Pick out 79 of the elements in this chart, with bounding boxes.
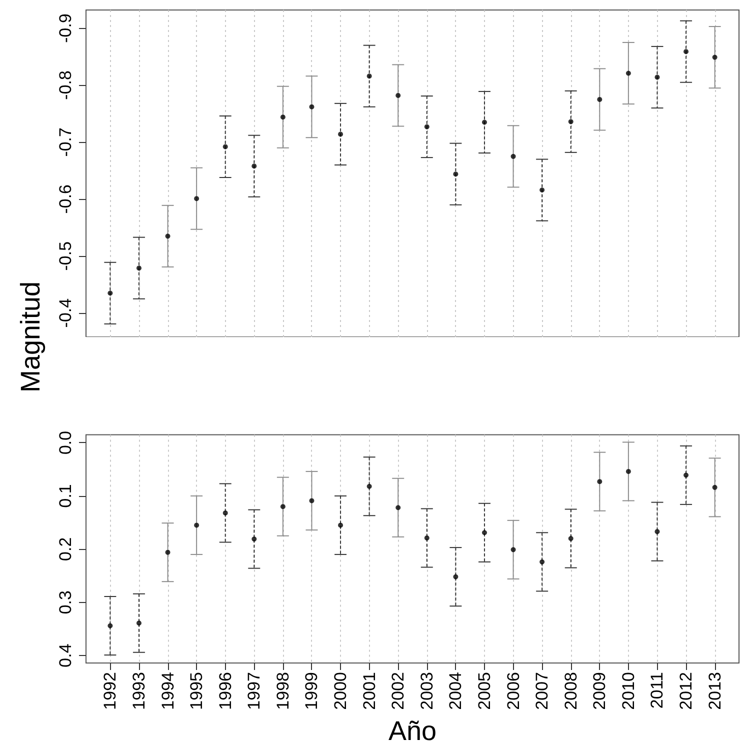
point: [222, 144, 228, 150]
x-tick-label: 1994: [158, 672, 178, 710]
x-axis-title: Año: [388, 716, 437, 746]
point: [654, 74, 660, 80]
point: [654, 529, 660, 534]
y-tick-label: 0.3: [56, 590, 75, 614]
point: [136, 266, 142, 271]
point: [626, 70, 631, 76]
point: [309, 104, 314, 110]
point: [684, 49, 689, 54]
point: [482, 120, 487, 125]
point: [626, 468, 631, 474]
point: [540, 188, 545, 193]
y-axis-title: Magnitud: [16, 281, 46, 393]
y-tick-label: -0.9: [56, 14, 75, 43]
x-tick-label: 2005: [474, 672, 494, 710]
point: [222, 510, 228, 516]
x-tick-label: 2009: [590, 672, 610, 710]
x-tick-label: 2012: [676, 672, 696, 710]
x-tick-label: 2002: [388, 672, 408, 710]
x-tick-label: 1999: [302, 672, 322, 710]
point: [510, 154, 516, 159]
y-tick-label: -0.7: [56, 128, 75, 157]
y-tick-label: 0.2: [56, 537, 75, 561]
point: [712, 484, 718, 490]
x-tick-label: 1997: [244, 672, 264, 710]
y-tick-label: -0.6: [56, 184, 75, 214]
x-tick-label: 2011: [648, 672, 667, 709]
y-tick-label: 0.4: [56, 644, 75, 668]
x-tick-label: 2008: [561, 672, 580, 710]
point: [568, 119, 574, 124]
x-tick-label: 1992: [100, 672, 120, 710]
point: [194, 196, 200, 202]
point: [424, 535, 430, 540]
point: [396, 505, 401, 510]
x-tick-label: 1993: [129, 672, 148, 710]
point: [108, 290, 113, 296]
point: [108, 623, 113, 628]
point: [453, 574, 458, 580]
point: [136, 620, 142, 626]
y-tick-label: -0.5: [56, 241, 75, 271]
y-tick-label: -0.8: [56, 70, 75, 100]
point: [252, 164, 257, 169]
point: [684, 472, 689, 478]
y-tick-label: 0.1: [56, 484, 75, 508]
point: [280, 504, 286, 510]
x-tick-label: 2000: [331, 672, 350, 710]
point: [252, 536, 257, 542]
x-tick-label: 1998: [273, 672, 292, 710]
point: [424, 124, 430, 130]
point: [309, 498, 314, 504]
point: [280, 114, 286, 120]
point: [194, 522, 200, 528]
point: [396, 92, 401, 98]
point: [482, 530, 487, 536]
x-tick-label: 2010: [618, 672, 638, 710]
y-tick-label: 0.0: [56, 430, 75, 455]
x-tick-label: 2004: [446, 672, 466, 710]
point: [366, 74, 372, 79]
point: [540, 559, 545, 564]
point: [568, 536, 574, 541]
point: [338, 522, 344, 528]
x-tick-label: 2006: [504, 672, 523, 710]
x-tick-label: 2013: [705, 672, 724, 710]
point: [366, 484, 372, 489]
point: [165, 550, 170, 555]
point: [712, 54, 718, 60]
x-tick-label: 1995: [187, 672, 206, 710]
point: [597, 479, 602, 484]
x-tick-label: 2003: [417, 672, 436, 710]
x-tick-label: 2007: [532, 672, 552, 710]
point: [338, 132, 344, 137]
y-tick-label: -0.4: [56, 298, 75, 328]
point: [453, 172, 458, 177]
point: [165, 234, 170, 239]
x-tick-label: 2001: [360, 672, 379, 710]
point: [597, 96, 602, 102]
point: [510, 547, 516, 552]
x-tick-label: 1996: [216, 672, 235, 710]
